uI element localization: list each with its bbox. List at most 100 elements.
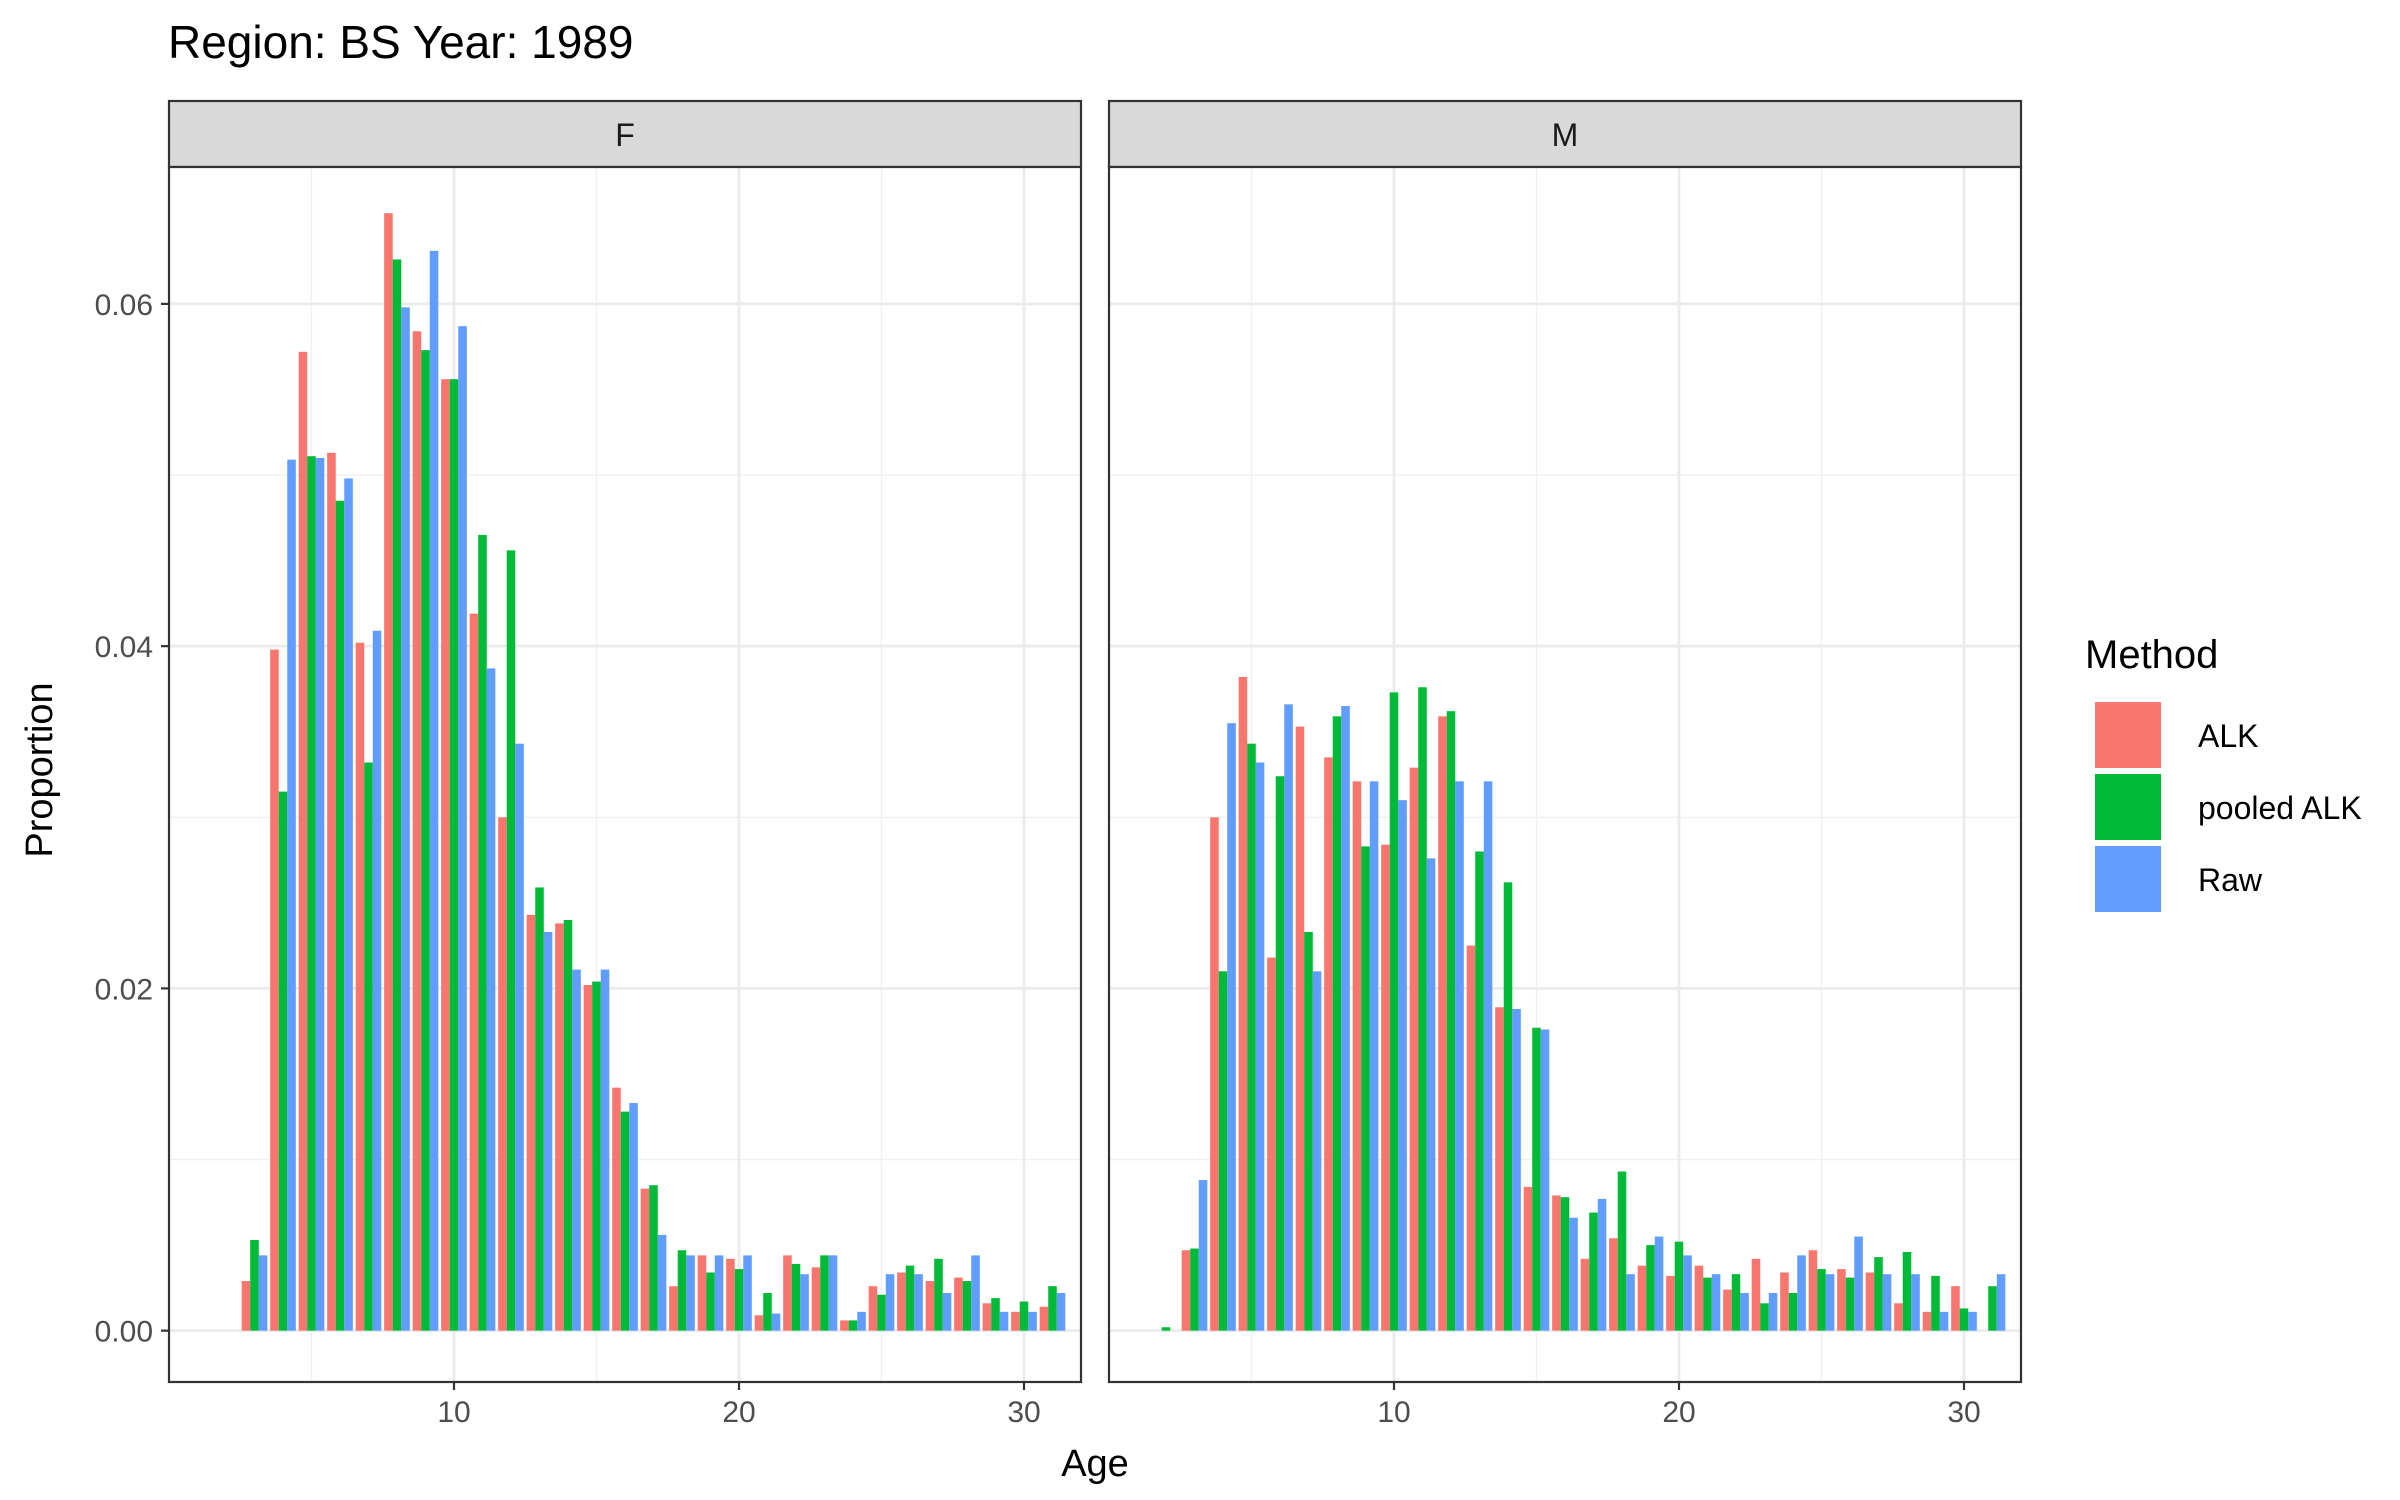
bar	[1569, 1217, 1578, 1331]
bar	[1589, 1212, 1598, 1331]
bar	[315, 457, 325, 1331]
bar	[1560, 1197, 1570, 1331]
y-tick-label: 0.04	[95, 631, 153, 664]
bar	[1959, 1308, 1969, 1331]
y-tick-label: 0.00	[95, 1316, 153, 1349]
bar	[1352, 781, 1362, 1331]
bar	[1580, 1258, 1590, 1331]
bar	[327, 452, 336, 1331]
y-axis-title: Proportion	[19, 682, 61, 857]
bar	[412, 331, 422, 1331]
chart-title: Region: BS Year: 1989	[168, 16, 633, 68]
bar	[811, 1267, 821, 1331]
bar	[734, 1269, 744, 1331]
x-tick-label: 10	[437, 1396, 470, 1429]
bar	[800, 1274, 809, 1331]
bar	[1369, 781, 1379, 1331]
bar	[1808, 1250, 1818, 1331]
bar	[1996, 1274, 2006, 1331]
bar	[449, 379, 459, 1331]
bar	[270, 649, 279, 1331]
bar	[1381, 844, 1390, 1331]
bar	[458, 326, 467, 1331]
bar	[1894, 1303, 1903, 1331]
legend-label: ALK	[2198, 718, 2258, 754]
x-axis-title: Age	[1061, 1443, 1129, 1485]
bar	[241, 1281, 251, 1331]
x-tick-label: 20	[1662, 1396, 1695, 1429]
bar	[1455, 781, 1464, 1331]
bar	[934, 1258, 943, 1331]
bar	[1247, 743, 1256, 1331]
bar	[278, 791, 288, 1331]
bar	[335, 500, 345, 1331]
bar	[991, 1298, 1000, 1331]
bar	[942, 1293, 952, 1331]
bar	[1902, 1251, 1912, 1331]
bar	[1609, 1238, 1618, 1331]
facet-strip-label: F	[615, 117, 635, 153]
bar	[714, 1255, 724, 1331]
bar	[1740, 1293, 1749, 1331]
bar	[1854, 1236, 1863, 1331]
bar	[897, 1272, 906, 1331]
bar	[384, 213, 393, 1331]
bar	[1446, 711, 1456, 1331]
bar	[1922, 1311, 1932, 1331]
bar	[1210, 817, 1219, 1331]
legend-key-raw	[2095, 846, 2161, 912]
bar	[478, 534, 487, 1331]
bar	[640, 1188, 650, 1331]
bar	[1837, 1269, 1846, 1331]
bar	[1019, 1301, 1029, 1331]
bar	[1275, 776, 1285, 1331]
bar	[298, 351, 308, 1331]
bar	[763, 1293, 772, 1331]
bar	[954, 1277, 963, 1331]
bar	[1552, 1195, 1561, 1331]
bar	[1988, 1286, 1997, 1331]
facet-panel-m: M 10 20 30	[1107, 99, 2023, 1429]
bar	[1882, 1274, 1892, 1331]
bar	[515, 743, 524, 1331]
bar	[848, 1320, 858, 1331]
bar	[592, 981, 601, 1331]
bar	[1817, 1269, 1826, 1331]
bar	[1780, 1272, 1789, 1331]
bar	[355, 642, 365, 1331]
bar	[421, 350, 430, 1331]
bar	[1825, 1274, 1835, 1331]
bar	[401, 307, 410, 1331]
bar	[612, 1087, 621, 1331]
bar	[1426, 858, 1436, 1331]
bar	[686, 1255, 695, 1331]
bar	[1295, 726, 1305, 1331]
bar	[1255, 762, 1265, 1331]
bar	[1540, 1029, 1550, 1331]
legend-key-alk	[2095, 702, 2161, 768]
bar	[1048, 1286, 1057, 1331]
facet-strip	[1107, 99, 2023, 169]
bar	[1788, 1293, 1798, 1331]
bar	[1304, 931, 1313, 1331]
bar	[1056, 1293, 1066, 1331]
bar	[1626, 1274, 1635, 1331]
bar	[1361, 846, 1370, 1331]
bar	[1597, 1198, 1607, 1331]
legend-label: Raw	[2198, 862, 2263, 898]
bar	[1341, 706, 1350, 1331]
bar	[1284, 704, 1293, 1331]
bar	[1768, 1293, 1778, 1331]
bar	[649, 1185, 658, 1331]
bar	[1238, 676, 1248, 1331]
bar	[1503, 882, 1513, 1331]
bar	[486, 668, 496, 1331]
bar	[1198, 1180, 1208, 1331]
bar	[840, 1320, 849, 1331]
panel-border	[167, 165, 1083, 1384]
bar	[925, 1281, 935, 1331]
bar	[543, 931, 553, 1331]
bar	[1939, 1311, 1949, 1331]
facet-panel-f: F 10 20 30 0.00 0.02 0.04 0.06	[95, 99, 1083, 1429]
